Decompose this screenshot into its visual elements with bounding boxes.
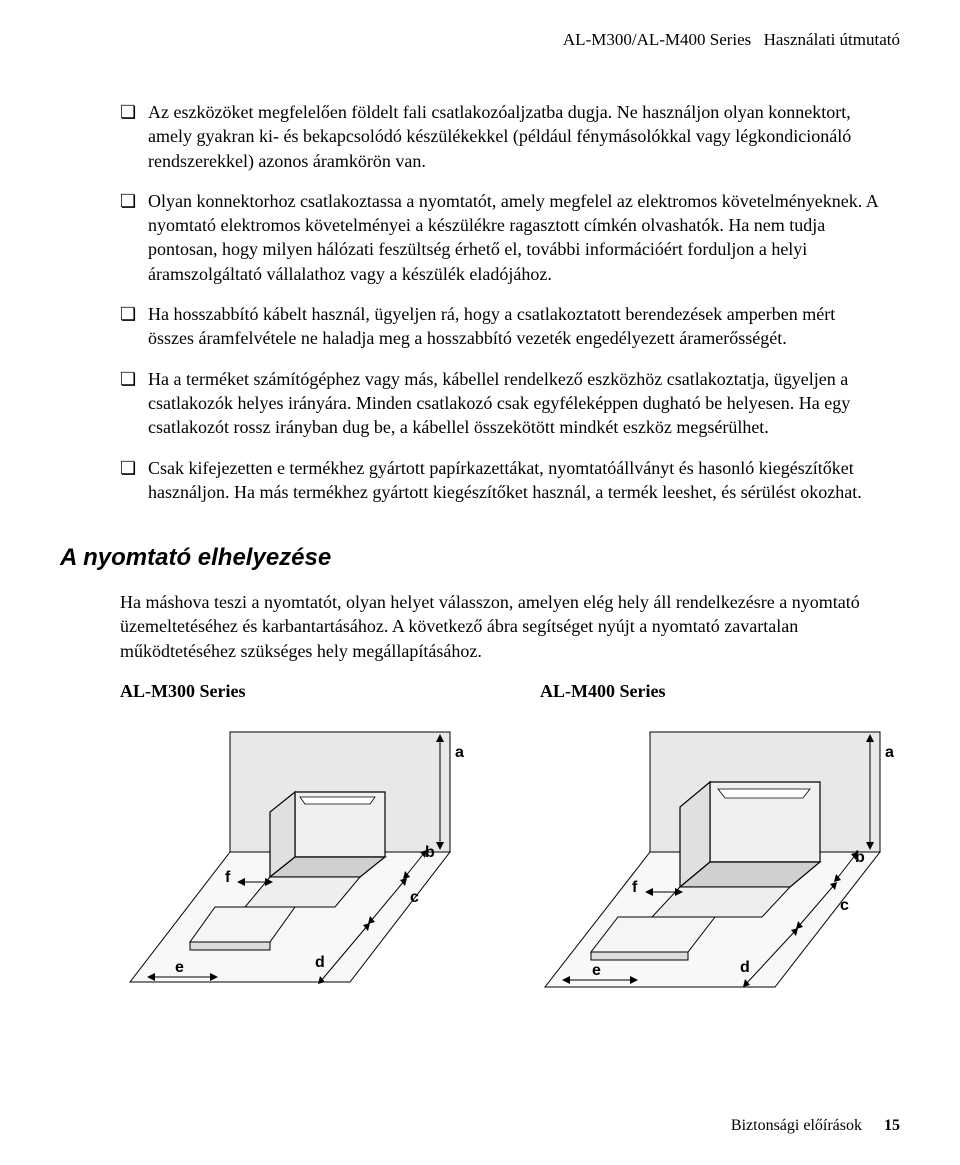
page: AL-M300/AL-M400 Series Használati útmuta… [0,0,960,1165]
placement-paragraph: Ha máshova teszi a nyomtatót, olyan hely… [120,590,880,663]
callout-f: f [632,879,638,896]
callout-c: c [410,889,419,906]
bullet-icon: ❏ [120,367,148,391]
bullet-text: Ha hosszabbító kábelt használ, ügyeljen … [148,302,880,351]
callout-c: c [840,897,849,914]
list-item: ❏ Az eszközöket megfelelően földelt fali… [120,100,880,173]
bullet-icon: ❏ [120,302,148,326]
bullet-icon: ❏ [120,456,148,480]
bullet-list: ❏ Az eszközöket megfelelően földelt fali… [120,100,880,504]
page-footer: Biztonsági előírások 15 [731,1117,900,1135]
section-heading: A nyomtató elhelyezése [60,544,900,572]
printer-diagram-right: a b c d e f [540,722,900,1002]
list-item: ❏ Ha a terméket számítógéphez vagy más, … [120,367,880,440]
bullet-text: Csak kifejezetten e termékhez gyártott p… [148,456,880,505]
list-item: ❏ Olyan konnektorhoz csatlakoztassa a ny… [120,189,880,286]
bullet-text: Ha a terméket számítógéphez vagy más, ká… [148,367,880,440]
diagram-row: AL-M300 Series [120,681,900,1007]
callout-a: a [885,744,894,761]
diagram-right-label: AL-M400 Series [540,681,900,702]
diagram-right: AL-M400 Series [540,681,900,1007]
diagram-left: AL-M300 Series [120,681,480,1007]
callout-d: d [315,954,325,971]
product-name: AL-M300/AL-M400 Series [563,30,751,49]
list-item: ❏ Ha hosszabbító kábelt használ, ügyelje… [120,302,880,351]
bullet-text: Olyan konnektorhoz csatlakoztassa a nyom… [148,189,880,286]
running-header: AL-M300/AL-M400 Series Használati útmuta… [60,30,900,50]
callout-b: b [855,849,865,866]
callout-b: b [425,844,435,861]
page-number: 15 [884,1117,900,1134]
callout-d: d [740,959,750,976]
callout-e: e [175,959,184,976]
bullet-text: Az eszközöket megfelelően földelt fali c… [148,100,880,173]
bullet-icon: ❏ [120,100,148,124]
doc-type: Használati útmutató [764,30,900,49]
callout-e: e [592,962,601,979]
callout-a: a [455,744,464,761]
diagram-left-label: AL-M300 Series [120,681,480,702]
bullet-icon: ❏ [120,189,148,213]
list-item: ❏ Csak kifejezetten e termékhez gyártott… [120,456,880,505]
printer-diagram-left: a b c d e f [120,722,480,1002]
footer-section: Biztonsági előírások [731,1117,862,1134]
callout-f: f [225,869,231,886]
